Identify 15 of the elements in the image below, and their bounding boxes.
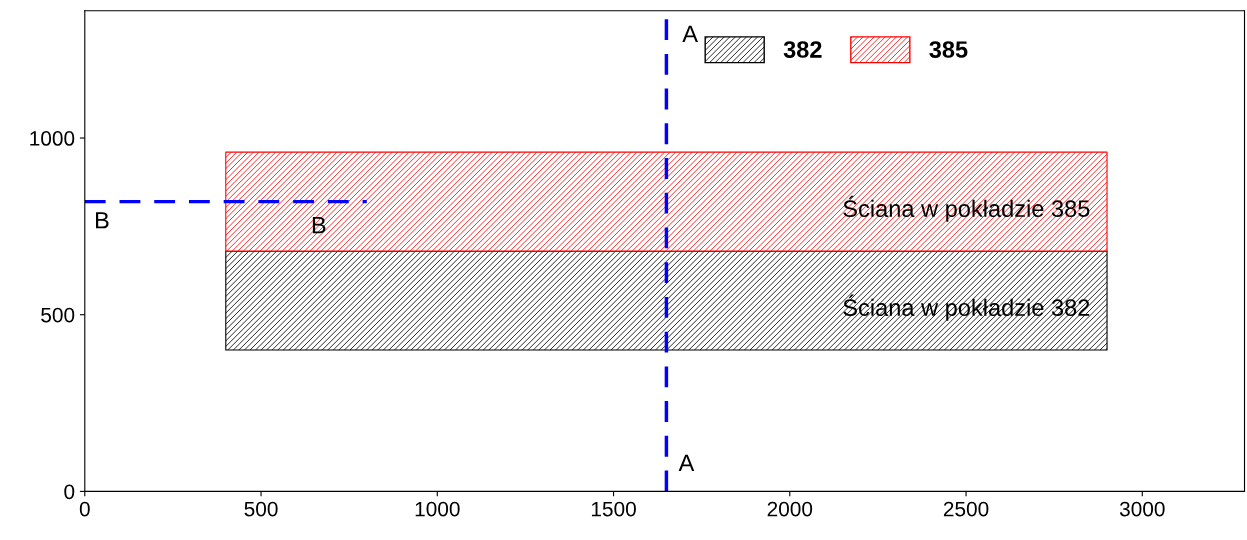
x-tick-label: 1500 xyxy=(591,501,636,517)
x-tick-label: 500 xyxy=(244,501,278,517)
legend-label: 382 xyxy=(783,41,822,58)
y-tick-label: 500 xyxy=(41,307,75,323)
annotation: A xyxy=(678,454,695,472)
x-tick-label: 2000 xyxy=(767,501,813,517)
legend-label: 385 xyxy=(929,41,968,58)
y-tick-label: 1000 xyxy=(30,131,75,146)
x-tick-label: 3000 xyxy=(1119,501,1165,517)
annotation: B xyxy=(96,212,109,229)
x-tick-label: 0 xyxy=(79,501,90,517)
y-tick-label: 0 xyxy=(64,484,75,500)
x-tick-label: 2500 xyxy=(943,501,989,517)
x-tick-label: 1000 xyxy=(415,501,460,517)
ref-line-label: A xyxy=(682,25,698,43)
